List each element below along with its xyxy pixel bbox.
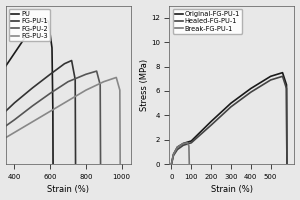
PU [27,31,31,33]
FG-PU-2 [84,73,88,75]
FG-PU-2 [95,70,98,72]
Original-FG-PU-1 [281,71,284,74]
Healed-FG-PU-1 [229,106,233,108]
Healed-FG-PU-1 [285,87,288,90]
PU [46,20,50,23]
FG-PU-2 [13,119,16,121]
Break-FG-PU-1 [187,145,191,147]
Break-FG-PU-1 [176,146,179,148]
Break-FG-PU-1 [188,163,191,165]
Healed-FG-PU-1 [190,142,193,144]
Break-FG-PU-1 [185,142,189,144]
Original-FG-PU-1 [285,163,289,165]
Original-FG-PU-1 [169,163,173,165]
Original-FG-PU-1 [285,84,288,86]
FG-PU-3 [48,110,52,112]
FG-PU-2 [99,163,102,165]
FG-PU-3 [13,131,16,134]
FG-PU-1 [13,102,16,104]
Healed-FG-PU-1 [182,144,185,146]
FG-PU-1 [63,63,66,65]
Line: FG-PU-3: FG-PU-3 [0,77,120,164]
FG-PU-3 [66,100,70,102]
Healed-FG-PU-1 [249,91,253,93]
Original-FG-PU-1 [269,75,272,78]
Line: Healed-FG-PU-1: Healed-FG-PU-1 [171,76,287,164]
FG-PU-1 [70,59,74,62]
X-axis label: Strain (%): Strain (%) [211,185,253,194]
Line: PU: PU [0,18,53,164]
FG-PU-1 [48,73,52,75]
Y-axis label: Stress (MPa): Stress (MPa) [140,59,149,111]
PU [36,20,40,23]
FG-PU-1 [31,87,34,89]
Healed-FG-PU-1 [176,148,179,151]
FG-PU-3 [102,80,106,83]
FG-PU-3 [115,76,118,79]
Break-FG-PU-1 [169,163,173,165]
Break-FG-PU-1 [182,142,185,145]
FG-PU-1 [74,163,77,165]
PU [41,17,45,19]
FG-PU-3 [84,89,88,91]
Line: Break-FG-PU-1: Break-FG-PU-1 [171,143,189,164]
X-axis label: Strain (%): Strain (%) [47,185,89,194]
Original-FG-PU-1 [182,142,185,145]
Line: FG-PU-2: FG-PU-2 [0,71,100,164]
Line: Original-FG-PU-1: Original-FG-PU-1 [171,73,287,164]
Original-FG-PU-1 [229,102,233,104]
Original-FG-PU-1 [249,87,253,90]
Original-FG-PU-1 [172,153,175,156]
Healed-FG-PU-1 [285,163,289,165]
PU [50,47,54,49]
Legend: Original-FG-PU-1, Healed-FG-PU-1, Break-FG-PU-1: Original-FG-PU-1, Healed-FG-PU-1, Break-… [173,9,242,34]
FG-PU-2 [48,92,52,95]
FG-PU-1 [74,78,77,81]
FG-PU-3 [31,121,34,123]
PU [51,110,55,112]
FG-PU-2 [31,105,34,107]
PU [51,163,55,165]
Healed-FG-PU-1 [209,124,213,126]
Healed-FG-PU-1 [281,75,284,78]
FG-PU-3 [118,89,122,91]
FG-PU-3 [118,163,122,165]
Line: FG-PU-1: FG-PU-1 [0,61,76,164]
Original-FG-PU-1 [190,140,193,142]
Healed-FG-PU-1 [169,163,173,165]
Original-FG-PU-1 [176,146,179,148]
FG-PU-2 [98,84,102,86]
Original-FG-PU-1 [209,120,213,123]
Healed-FG-PU-1 [172,154,175,157]
Legend: PU, FG-PU-1, FG-PU-2, FG-PU-3: PU, FG-PU-1, FG-PU-2, FG-PU-3 [9,9,50,41]
Break-FG-PU-1 [172,153,175,156]
Healed-FG-PU-1 [269,79,272,81]
PU [13,52,16,54]
FG-PU-2 [66,80,70,83]
